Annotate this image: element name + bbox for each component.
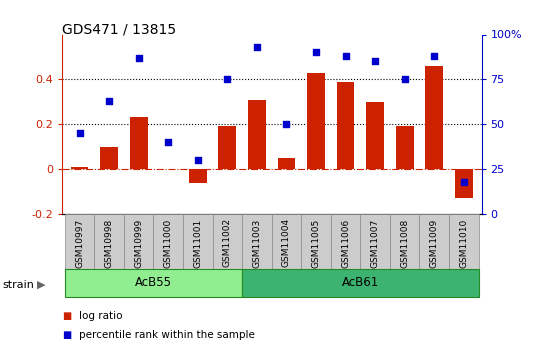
Point [194,157,202,163]
Bar [360,214,390,269]
Point [164,139,173,145]
Bar [278,158,295,169]
Bar [70,167,88,169]
Point [312,50,320,55]
Text: GSM11002: GSM11002 [223,218,232,267]
Bar [218,126,236,169]
Bar [242,214,272,269]
Bar [248,100,266,169]
Bar [420,214,449,269]
Text: GSM11006: GSM11006 [341,218,350,268]
Text: GSM10999: GSM10999 [134,218,143,268]
Text: GSM11007: GSM11007 [371,218,380,268]
Point [134,55,143,61]
Bar [301,214,331,269]
Text: GSM11000: GSM11000 [164,218,173,268]
Bar [366,102,384,169]
Text: AcB55: AcB55 [135,276,172,289]
Bar [153,214,183,269]
Bar [272,214,301,269]
Point [223,77,232,82]
Text: GSM11005: GSM11005 [312,218,321,268]
Bar [94,214,124,269]
Bar [183,214,213,269]
Text: ■: ■ [62,311,71,321]
Text: GSM10998: GSM10998 [105,218,114,268]
Text: AcB61: AcB61 [342,276,379,289]
Text: GSM11008: GSM11008 [400,218,409,268]
Text: GSM11010: GSM11010 [459,218,468,268]
Text: GSM11003: GSM11003 [252,218,261,268]
Text: ■: ■ [62,330,71,339]
Point [253,44,261,50]
Text: GSM11004: GSM11004 [282,218,291,267]
Bar [189,169,207,183]
Text: percentile rank within the sample: percentile rank within the sample [79,330,255,339]
Text: GSM11009: GSM11009 [430,218,438,268]
Text: GSM10997: GSM10997 [75,218,84,268]
Bar [130,117,147,169]
Bar [242,269,479,297]
Text: log ratio: log ratio [79,311,123,321]
Bar [65,269,242,297]
Bar [390,214,420,269]
Point [341,53,350,59]
Text: GSM11001: GSM11001 [193,218,202,268]
Bar [396,126,414,169]
Point [371,59,379,64]
Text: GDS471 / 13815: GDS471 / 13815 [62,22,176,37]
Bar [213,214,242,269]
Point [105,98,114,104]
Point [282,121,291,127]
Bar [337,82,355,169]
Bar [65,214,94,269]
Point [400,77,409,82]
Bar [124,214,153,269]
Point [75,130,84,136]
Bar [307,73,325,169]
Point [459,179,468,184]
Text: strain: strain [3,280,34,289]
Bar [449,214,479,269]
Bar [426,66,443,169]
Text: ▶: ▶ [37,280,45,289]
Bar [331,214,360,269]
Point [430,53,438,59]
Bar [455,169,473,198]
Bar [100,147,118,169]
